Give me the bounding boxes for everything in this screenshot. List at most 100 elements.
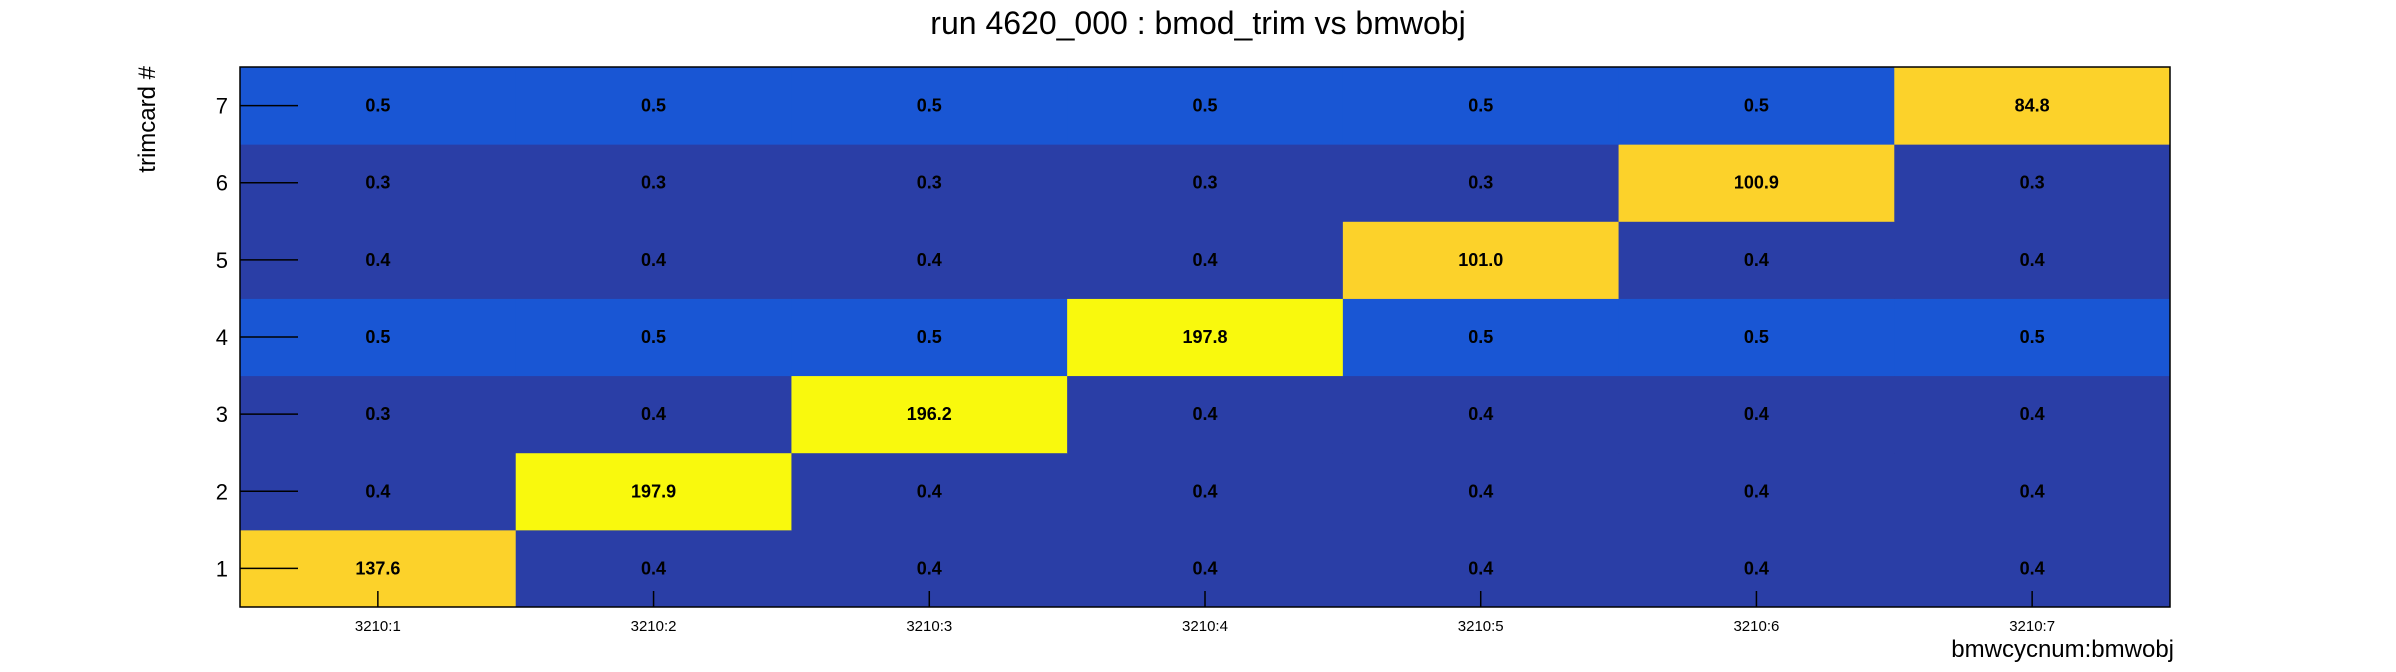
cell-value-label: 0.4	[365, 250, 390, 270]
heatmap-cell	[791, 375, 1068, 454]
cell-value-label: 0.3	[1468, 173, 1493, 193]
cell-value-label: 0.4	[2020, 250, 2045, 270]
cell-value-label: 0.5	[365, 96, 390, 116]
cell-value-label: 0.4	[1744, 250, 1769, 270]
heatmap-cell	[791, 298, 1068, 377]
cell-value-label: 0.4	[917, 250, 942, 270]
cell-value-label: 0.5	[1744, 327, 1769, 347]
heatmap-cell	[1618, 144, 1895, 222]
heatmap-cell	[1894, 452, 2171, 531]
chart-title: run 4620_000 : bmod_trim vs bmwobj	[930, 5, 1465, 41]
heatmap-cell	[1894, 144, 2171, 222]
cell-value-label: 0.4	[1468, 404, 1493, 424]
y-axis-label: trimcard #	[134, 65, 161, 172]
heatmap-cell	[1618, 67, 1895, 145]
heatmap-cell	[1894, 221, 2171, 299]
x-tick-label: 3210:3	[906, 618, 952, 635]
cell-value-label: 0.5	[641, 327, 666, 347]
y-tick-label: 3	[216, 402, 228, 427]
cell-value-label: 0.4	[2020, 558, 2045, 578]
x-tick-label: 3210:1	[355, 618, 401, 635]
cell-value-label: 0.3	[2020, 173, 2045, 193]
cell-value-label: 0.4	[1744, 481, 1769, 501]
x-tick-label: 3210:7	[2009, 618, 2055, 635]
heatmap-cell	[515, 375, 792, 454]
cell-labels-layer: 137.6 0.4 0.4 0.4 0.4 0.4 0.4 0.4 197.9 0.4 0.4 0.4…	[355, 96, 2049, 579]
cell-value-label: 0.5	[2020, 327, 2045, 347]
cell-value-label: 0.3	[1192, 173, 1217, 193]
heatmap-cell	[1342, 452, 1620, 531]
cell-value-label: 0.5	[1744, 96, 1769, 116]
y-tick-label: 4	[216, 325, 228, 350]
heatmap-cell	[1067, 375, 1344, 454]
heatmap-cell	[515, 298, 792, 377]
cell-value-label: 0.5	[641, 96, 666, 116]
cell-value-label: 100.9	[1734, 173, 1779, 193]
heatmap-cell	[1618, 221, 1895, 299]
cell-value-label: 0.3	[917, 173, 942, 193]
heatmap-cell	[1618, 298, 1895, 377]
heatmap-cell	[791, 67, 1068, 145]
cell-value-label: 0.4	[1192, 558, 1217, 578]
heatmap-cell	[1342, 298, 1620, 377]
heatmap-cell	[791, 452, 1068, 531]
heatmap-cell	[1342, 375, 1620, 454]
cell-value-label: 0.3	[365, 173, 390, 193]
heatmap-cell	[515, 452, 792, 531]
heatmap-cell	[1067, 144, 1344, 222]
heatmap-cell	[791, 221, 1068, 299]
cell-value-label: 0.3	[365, 404, 390, 424]
cell-value-label: 0.4	[917, 481, 942, 501]
axes-layer: 1 2 3 4 5 6 7 3210:1 3210:2 3210:3 3210:4 3210:5 321…	[216, 66, 2171, 635]
heatmap-cell	[1618, 452, 1895, 531]
cell-value-label: 196.2	[907, 404, 952, 424]
cell-value-label: 0.5	[917, 327, 942, 347]
cell-value-label: 0.3	[641, 173, 666, 193]
y-tick-label: 5	[216, 248, 228, 273]
heatmap-cell	[1342, 67, 1620, 145]
cell-value-label: 0.4	[1468, 558, 1493, 578]
cell-value-label: 0.4	[365, 481, 390, 501]
heatmap-cell	[515, 67, 792, 145]
x-tick-label: 3210:4	[1182, 618, 1228, 635]
cell-value-label: 0.4	[1192, 481, 1217, 501]
cell-value-label: 84.8	[2015, 96, 2050, 116]
cell-value-label: 0.4	[641, 250, 666, 270]
heatmap-cell	[515, 221, 792, 299]
heatmap-cell	[1342, 144, 1620, 222]
cell-value-label: 0.4	[1468, 481, 1493, 501]
cell-value-label: 0.4	[1744, 404, 1769, 424]
heatmap-cell	[1067, 298, 1344, 377]
y-tick-label: 7	[216, 94, 228, 119]
y-tick-label: 6	[216, 171, 228, 196]
heatmap-cell	[515, 144, 792, 222]
cell-value-label: 0.4	[641, 404, 666, 424]
heatmap-cell	[791, 144, 1068, 222]
heatmap-cell	[1067, 221, 1344, 299]
heatmap-cell	[1067, 452, 1344, 531]
heatmap-cell	[1618, 375, 1895, 454]
cell-value-label: 0.5	[1192, 96, 1217, 116]
cell-value-label: 0.4	[641, 558, 666, 578]
cell-value-label: 101.0	[1458, 250, 1503, 270]
cell-value-label: 137.6	[355, 558, 400, 578]
cell-value-label: 197.8	[1182, 327, 1227, 347]
heatmap-cell	[1067, 67, 1344, 145]
cell-value-label: 197.9	[631, 481, 676, 501]
cell-value-label: 0.4	[1744, 558, 1769, 578]
cells-layer	[240, 67, 2171, 608]
heatmap-cell	[1894, 298, 2171, 377]
cell-value-label: 0.4	[917, 558, 942, 578]
cell-value-label: 0.4	[1192, 250, 1217, 270]
cell-value-label: 0.5	[917, 96, 942, 116]
x-tick-label: 3210:5	[1458, 618, 1504, 635]
cell-value-label: 0.4	[1192, 404, 1217, 424]
y-tick-label: 1	[216, 556, 228, 581]
x-axis-label: bmwcycnum:bmwobj	[1951, 636, 2174, 663]
heatmap-cell	[1894, 375, 2171, 454]
heatmap-cell	[1342, 221, 1620, 299]
cell-value-label: 0.5	[1468, 327, 1493, 347]
x-tick-label: 3210:2	[631, 618, 677, 635]
